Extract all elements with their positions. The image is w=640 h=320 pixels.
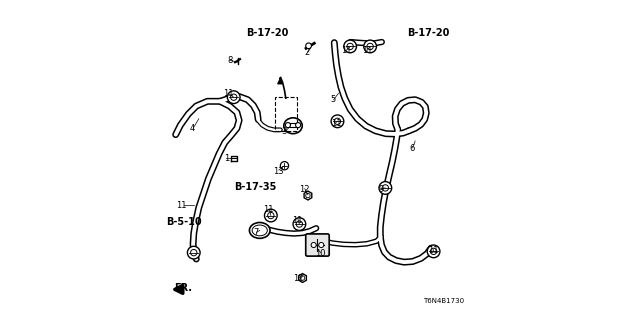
Text: 2: 2 xyxy=(305,48,310,57)
Text: 10: 10 xyxy=(315,249,325,258)
Text: 11: 11 xyxy=(292,216,303,225)
Circle shape xyxy=(296,123,301,128)
Text: B-17-20: B-17-20 xyxy=(406,28,449,38)
Text: 11: 11 xyxy=(428,246,438,255)
Text: B-17-35: B-17-35 xyxy=(234,182,276,192)
Text: 7: 7 xyxy=(253,228,259,237)
Text: B-5-10: B-5-10 xyxy=(166,217,202,227)
Text: FR.: FR. xyxy=(174,284,192,293)
Circle shape xyxy=(379,181,392,194)
Text: 13: 13 xyxy=(273,167,284,176)
Text: 8: 8 xyxy=(227,56,232,65)
Circle shape xyxy=(319,243,324,248)
Text: 11: 11 xyxy=(176,202,187,211)
Text: 11: 11 xyxy=(264,205,274,214)
Text: 11: 11 xyxy=(362,46,372,55)
Text: 11: 11 xyxy=(223,89,233,98)
Text: 11: 11 xyxy=(331,119,341,128)
Text: 5: 5 xyxy=(330,95,335,104)
Circle shape xyxy=(188,246,200,259)
FancyBboxPatch shape xyxy=(306,234,329,256)
Circle shape xyxy=(280,162,289,170)
Text: T6N4B1730: T6N4B1730 xyxy=(423,298,464,304)
Circle shape xyxy=(311,243,316,248)
Circle shape xyxy=(227,91,240,104)
Text: 12: 12 xyxy=(299,185,309,194)
Ellipse shape xyxy=(250,222,270,238)
Circle shape xyxy=(364,40,376,53)
Circle shape xyxy=(331,115,344,128)
Text: 6: 6 xyxy=(410,144,415,153)
Text: 12: 12 xyxy=(294,275,304,284)
Text: 3: 3 xyxy=(281,127,286,136)
Circle shape xyxy=(428,245,440,258)
Text: B-17-20: B-17-20 xyxy=(246,28,289,38)
Text: 1: 1 xyxy=(224,154,229,163)
Circle shape xyxy=(344,40,356,53)
Text: 4: 4 xyxy=(190,124,195,133)
Circle shape xyxy=(293,218,306,230)
Circle shape xyxy=(285,123,291,128)
Circle shape xyxy=(306,43,312,49)
Circle shape xyxy=(264,209,277,222)
Text: 9: 9 xyxy=(378,185,383,194)
Text: 11: 11 xyxy=(340,46,351,55)
